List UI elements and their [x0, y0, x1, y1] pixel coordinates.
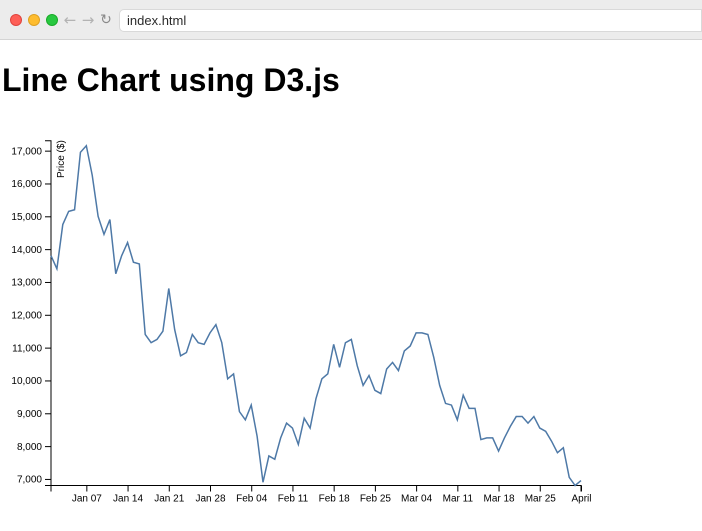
address-bar[interactable]: index.html [119, 9, 702, 32]
arrow-right-icon: → [81, 11, 95, 29]
x-tick-label: Mar 25 [525, 494, 557, 505]
x-tick-label: Jan 28 [195, 494, 225, 505]
forward-button[interactable]: → [80, 11, 96, 29]
y-tick-label: 7,000 [17, 475, 42, 486]
maximize-window-button[interactable] [46, 14, 58, 26]
x-tick-label: Mar 11 [443, 494, 474, 505]
reload-icon: ↻ [100, 12, 112, 28]
x-tick-label: Feb 18 [319, 494, 351, 505]
x-tick-label: Mar 18 [483, 494, 515, 505]
y-axis: 7,000 8,000 9,000 10,000 11,000 12,000 13,000 1… [11, 140, 52, 486]
y-tick-label: 8,000 [17, 442, 42, 453]
y-tick-label: 16,000 [11, 179, 42, 190]
browser-titlebar: ← → ↻ index.html [0, 0, 702, 40]
y-tick-label: 15,000 [11, 212, 42, 223]
y-tick-label: 13,000 [11, 278, 42, 289]
line-chart: 7,000 8,000 9,000 10,000 11,000 12,000 13,000 1… [11, 140, 592, 505]
arrow-left-icon: ← [63, 11, 77, 29]
y-axis-label: Price ($) [56, 140, 67, 178]
x-tick-label: Mar 04 [401, 494, 433, 505]
x-tick-label: Jan 07 [72, 494, 102, 505]
close-window-button[interactable] [10, 14, 22, 26]
y-tick-label: 12,000 [11, 310, 42, 321]
x-axis-domain [50, 485, 582, 492]
x-tick-label: April [571, 494, 591, 505]
y-tick-label: 9,000 [17, 409, 42, 420]
x-tick-label: Feb 25 [360, 494, 392, 505]
series-line [50, 144, 582, 487]
y-tick-label: 11,000 [12, 343, 42, 354]
y-tick-label: 17,000 [11, 146, 42, 157]
reload-button[interactable]: ↻ [98, 11, 114, 29]
x-tick-label: Feb 04 [236, 494, 268, 505]
x-tick-label: Jan 21 [154, 494, 184, 505]
page-title: Line Chart using D3.js [2, 62, 340, 98]
minimize-window-button[interactable] [28, 14, 40, 26]
y-tick-label: 14,000 [11, 245, 42, 256]
y-axis-domain [45, 140, 52, 486]
back-button[interactable]: ← [62, 11, 78, 29]
y-tick-label: 10,000 [11, 376, 42, 387]
x-axis: Jan 07 Jan 14 Jan 21 Jan 28 Feb 04 Feb 11 Feb … [50, 485, 592, 505]
address-bar-url: index.html [127, 13, 187, 28]
x-tick-label: Feb 11 [278, 494, 309, 505]
x-tick-label: Jan 14 [113, 494, 143, 505]
